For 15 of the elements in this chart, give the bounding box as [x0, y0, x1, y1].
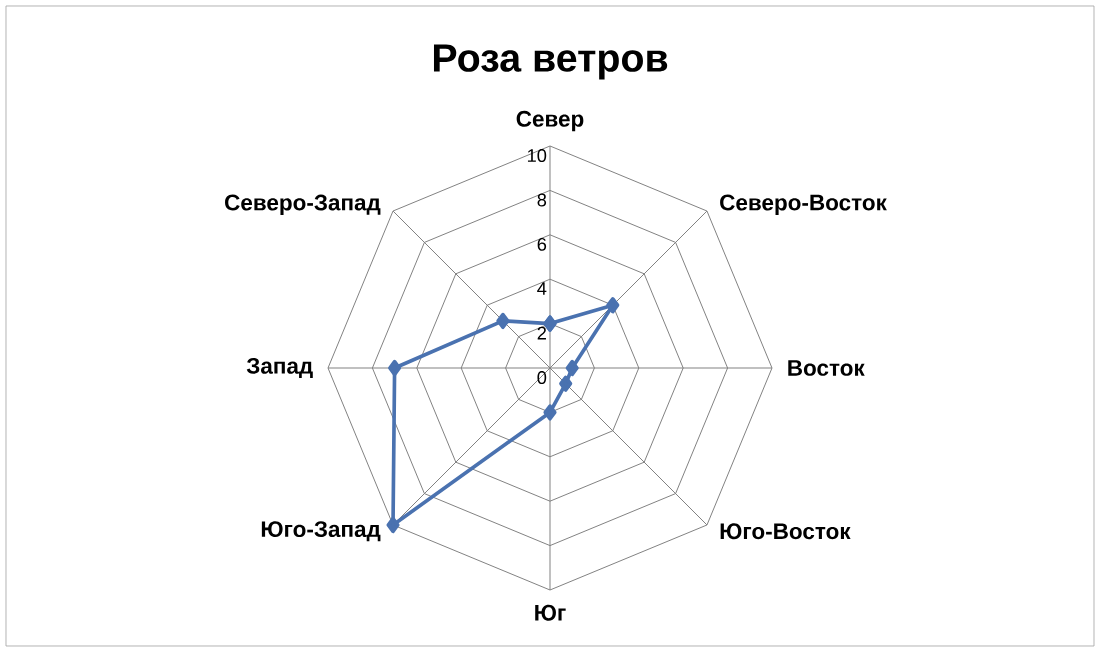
- y-tick-label: 0: [537, 371, 547, 385]
- spoke-label: Северо-Восток: [720, 194, 887, 215]
- spoke-label: Юг: [535, 604, 566, 621]
- spoke-label: Юго-Восток: [720, 523, 851, 540]
- y-tick-label: 2: [537, 326, 546, 340]
- y-tick-label: 8: [537, 193, 547, 207]
- spoke-label: Северо-Запад: [225, 194, 381, 215]
- chart-title: Роза ветров: [433, 44, 668, 80]
- spoke-label: Север: [516, 110, 584, 132]
- spoke-label: Восток: [788, 360, 865, 376]
- spoke-label: Юго-Запад: [261, 521, 381, 542]
- y-tick-label: 6: [537, 237, 547, 251]
- y-tick-label: 10: [527, 149, 547, 163]
- spoke-label: Запад: [246, 357, 313, 379]
- y-tick-label: 4: [537, 282, 547, 295]
